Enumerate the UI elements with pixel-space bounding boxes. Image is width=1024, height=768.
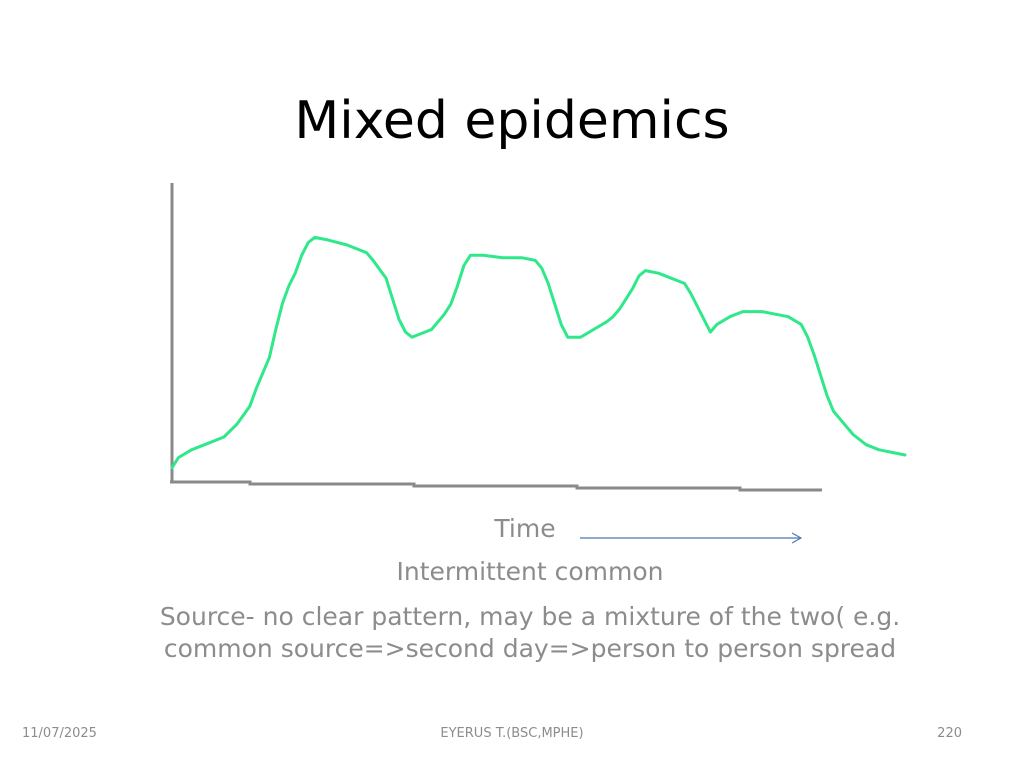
footer-author: EYERUS T.(BSC,MPHE) <box>440 726 584 741</box>
caption-description-line1: Source- no clear pattern, may be a mixtu… <box>159 602 901 631</box>
x-axis <box>170 480 822 492</box>
caption-line: Intermittent common <box>396 557 664 586</box>
caption-description-line2: common source=>second day=>person to per… <box>163 634 897 663</box>
footer-date: 11/07/2025 <box>22 726 97 741</box>
x-axis-label: Time <box>494 514 556 543</box>
caption-description: Source- no clear pattern, may be a mixtu… <box>120 601 940 665</box>
slide-title: Mixed epidemics <box>294 91 730 151</box>
series-line-0 <box>170 235 907 470</box>
time-arrow-head <box>791 532 803 544</box>
slide-number: 220 <box>937 726 962 741</box>
